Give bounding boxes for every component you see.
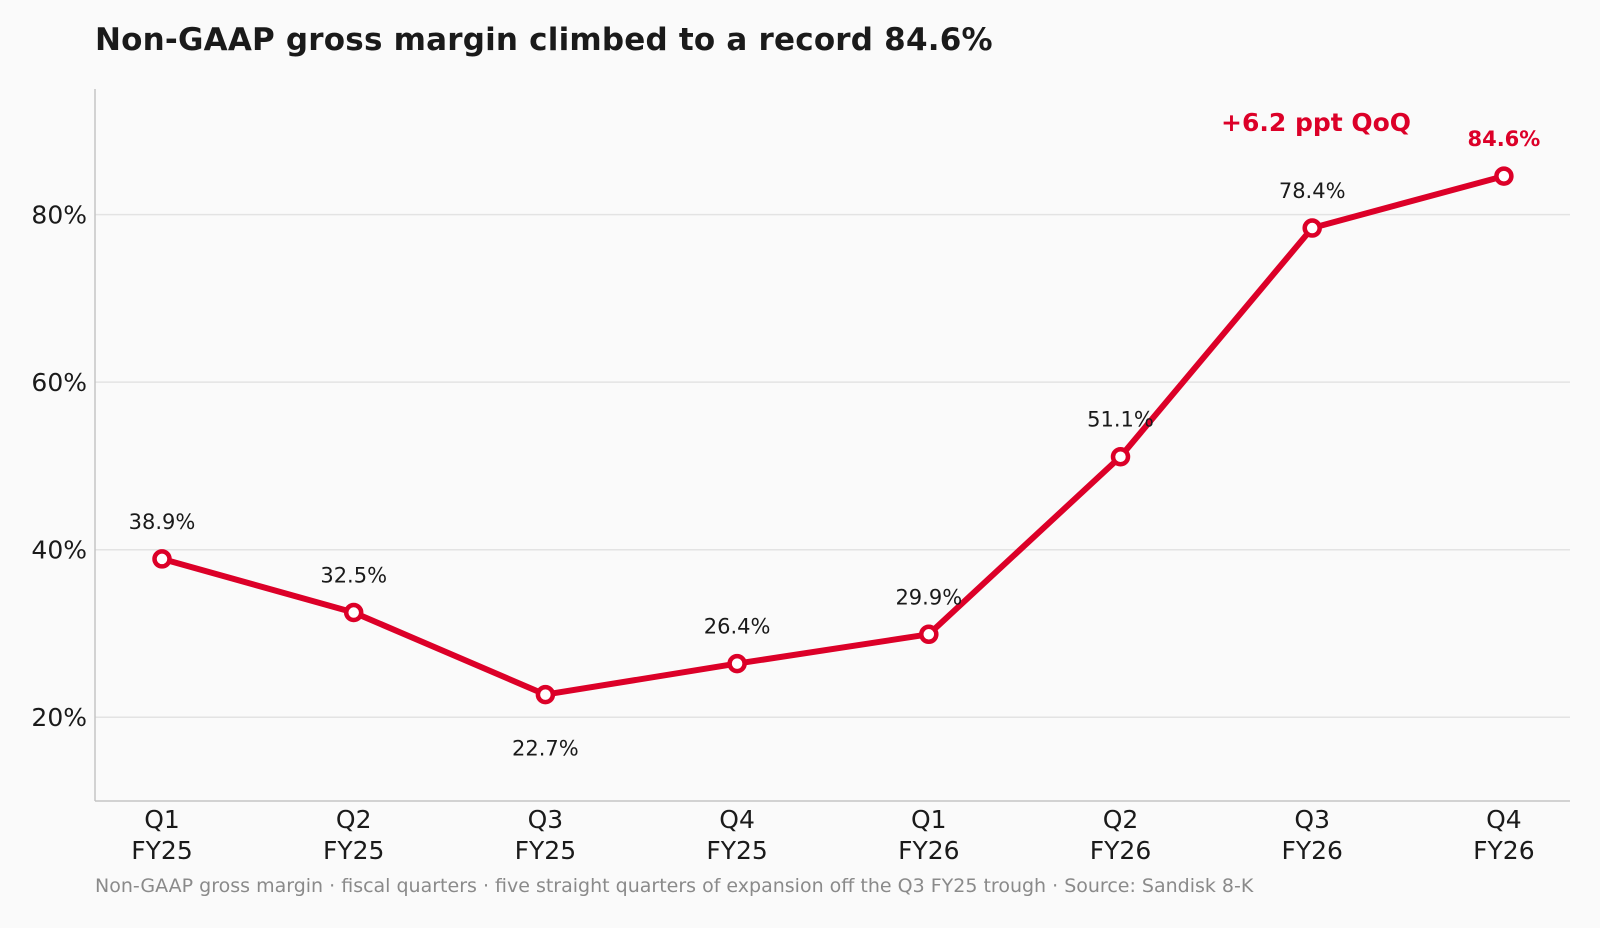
qoq-change-annotation: +6.2 ppt QoQ: [1221, 108, 1411, 137]
axes: [94, 89, 1570, 802]
data-point: [343, 602, 364, 623]
x-tick-label-quarter: Q2: [1103, 805, 1139, 834]
x-tick-label: Q4 FY26: [1473, 805, 1534, 865]
x-tick-label: Q1 FY25: [131, 805, 192, 865]
data-point: [535, 684, 556, 705]
x-tick-label-quarter: Q2: [336, 805, 372, 834]
x-tick-label-year: FY26: [1090, 836, 1151, 865]
data-label: 32.5%: [320, 564, 387, 588]
x-tick-label-year: FY26: [1473, 836, 1534, 865]
data-label: 78.4%: [1279, 179, 1346, 203]
data-point: [1110, 446, 1131, 467]
series-line-layer: [159, 173, 1507, 698]
data-point: [1302, 218, 1322, 238]
x-tick-label-year: FY26: [1281, 836, 1342, 865]
y-tick-label-80: 80%: [31, 201, 87, 230]
grid-lines: [95, 213, 1570, 718]
data-point: [919, 624, 939, 645]
x-tick-label: Q2 FY26: [1090, 805, 1151, 865]
x-tick-label-quarter: Q3: [528, 805, 564, 834]
x-tick-label: Q3 FY26: [1281, 805, 1342, 865]
data-label-highlight: 84.6%: [1467, 127, 1540, 151]
data-label: 38.9%: [129, 510, 196, 534]
x-tick-label: Q1 FY26: [898, 805, 959, 865]
series-line: [159, 173, 1507, 698]
data-point: [727, 653, 747, 674]
data-points: [152, 166, 1514, 705]
chart-caption: Non-GAAP gross margin · fiscal quarters …: [95, 875, 1254, 897]
data-label: 26.4%: [704, 615, 771, 639]
x-tick-label-quarter: Q3: [1294, 805, 1330, 834]
x-tick-label-year: FY25: [706, 836, 767, 865]
data-point: [1494, 166, 1514, 186]
x-tick-label: Q2 FY25: [323, 805, 384, 865]
chart-title: Non-GAAP gross margin climbed to a recor…: [95, 22, 993, 58]
y-tick-label-40: 40%: [31, 536, 87, 565]
data-label: 29.9%: [895, 585, 962, 609]
data-label: 22.7%: [512, 737, 579, 761]
annotations: +6.2 ppt QoQ: [1221, 108, 1411, 137]
y-tick-label-60: 60%: [31, 368, 87, 397]
x-tick-label-year: FY25: [515, 836, 576, 865]
x-tick-label-quarter: Q1: [144, 805, 180, 834]
x-tick-label-quarter: Q4: [719, 805, 755, 834]
x-tick-label-year: FY25: [131, 836, 192, 865]
x-tick-label-year: FY25: [323, 836, 384, 865]
data-labels: 38.9% 32.5% 22.7% 26.4% 29.9% 51.1% 78.4% 84.6%: [129, 127, 1541, 761]
x-tick-label: Q4 FY25: [706, 805, 767, 865]
y-tick-label-20: 20%: [31, 703, 87, 732]
x-tick-label-quarter: Q4: [1486, 805, 1522, 834]
x-tick-label-quarter: Q1: [911, 805, 947, 834]
data-point: [152, 549, 172, 569]
data-label: 51.1%: [1087, 408, 1154, 432]
x-tick-label: Q3 FY25: [515, 805, 576, 865]
x-tick-label-year: FY26: [898, 836, 959, 865]
